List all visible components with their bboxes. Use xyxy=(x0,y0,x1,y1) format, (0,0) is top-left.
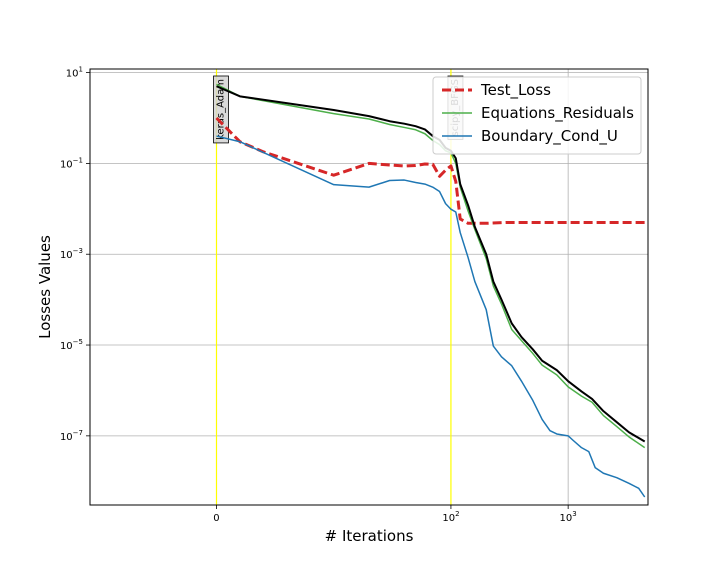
legend-label: Boundary_Cond_U xyxy=(481,127,618,146)
x-tick-label: 102 xyxy=(442,510,459,524)
series-boundary-cond-u xyxy=(216,135,646,498)
legend-label: Test_Loss xyxy=(480,81,551,100)
y-tick-base: 10 xyxy=(60,341,73,352)
x-tick-base: 0 xyxy=(213,513,219,524)
phase-marker-label: keras_Adam xyxy=(213,75,229,144)
y-tick-label: 101 xyxy=(66,66,83,80)
y-tick-base: 10 xyxy=(60,250,73,261)
x-tick-base: 10 xyxy=(560,513,573,524)
y-tick-base: 10 xyxy=(66,69,79,80)
y-tick-label: 10−5 xyxy=(60,338,83,352)
x-tick-exponent: 2 xyxy=(455,510,459,518)
legend-label: Equations_Residuals xyxy=(481,104,634,123)
series-test-loss xyxy=(215,116,645,225)
x-tick-label: 103 xyxy=(560,510,577,524)
plot-frame xyxy=(89,68,649,506)
phase-marker-text: keras_Adam xyxy=(215,79,226,140)
y-tick-exponent: −1 xyxy=(73,156,83,164)
series-lines xyxy=(215,83,646,498)
y-tick-exponent: −5 xyxy=(73,338,83,346)
x-tick-exponent: 3 xyxy=(572,510,576,518)
series-total-loss xyxy=(216,85,646,443)
x-tick-label: 0 xyxy=(213,513,219,524)
y-tick-label: 10−7 xyxy=(60,429,83,443)
y-axis-label: Losses Values xyxy=(36,235,54,339)
y-tick-label: 10−3 xyxy=(60,247,83,261)
legend-box xyxy=(432,76,642,155)
x-axis-ticks: 0 102 103 xyxy=(213,505,577,524)
series-equations-residuals xyxy=(216,83,646,449)
y-tick-base: 10 xyxy=(60,159,73,170)
y-tick-base: 10 xyxy=(60,432,73,443)
y-tick-exponent: −3 xyxy=(73,247,83,255)
y-tick-exponent: 1 xyxy=(79,66,83,74)
legend: Test_Loss Equations_Residuals Boundary_Con… xyxy=(432,76,642,155)
y-tick-label: 10−1 xyxy=(60,156,83,170)
y-tick-exponent: −7 xyxy=(73,429,83,437)
phase-marker-box xyxy=(213,75,229,144)
x-axis-label: # Iterations xyxy=(325,527,414,545)
x-tick-base: 10 xyxy=(442,513,455,524)
